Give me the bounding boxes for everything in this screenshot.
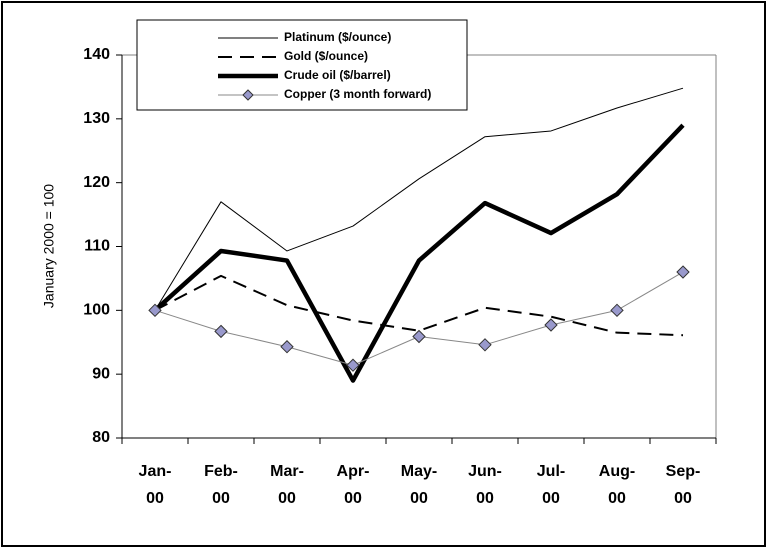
marker [148,303,162,318]
marker [280,340,294,354]
x-tick-label: Jul-00 [536,463,566,507]
x-tick-label: May-00 [400,463,438,507]
x-tick-label-box: Aug-00 [598,463,636,507]
series-line [154,274,684,337]
legend-label: Platinum ($/ounce) [284,30,391,44]
legend-marker [242,89,254,101]
x-tick-label: Apr-00 [336,463,370,507]
legend-label: Crude oil ($/barrel) [284,68,391,82]
marker [346,358,360,372]
y-tick-label: 120 [83,174,110,191]
x-tick-label-box: Feb-00 [204,463,238,507]
marker [610,303,624,318]
legend-label: Gold ($/ounce) [284,49,368,63]
marker [544,318,558,332]
y-tick-label: 130 [83,110,110,127]
x-tick-label-box: Jun-00 [468,463,502,507]
x-tick-label-box: Apr-00 [336,463,370,507]
marker [676,265,690,279]
series-line [153,123,685,383]
x-tick-label-box: Jan-00 [138,463,172,507]
marker [412,329,426,344]
marker [478,338,492,352]
x-tick-label: Aug-00 [598,463,636,507]
legend-label: Copper (3 month forward) [284,87,431,101]
y-tick-label: 140 [83,46,110,63]
x-tick-label: Jun-00 [468,463,502,507]
x-tick-label: Sep-00 [665,463,701,507]
x-tick-label: Jan-00 [138,463,172,507]
marker [214,324,228,339]
y-tick-label: 110 [84,238,110,255]
x-tick-label: Mar-00 [270,463,304,507]
legend-box [136,19,468,111]
y-axis-label: January 2000 = 100 [41,184,57,308]
series-line [154,87,684,311]
x-tick-label-box: Sep-00 [665,463,701,507]
y-tick-label: 80 [92,429,110,446]
x-tick-label-box: May-00 [400,463,438,507]
x-tick-label: Feb-00 [204,463,238,507]
y-tick-label: 90 [92,365,110,382]
x-tick-label-box: Mar-00 [270,463,304,507]
y-tick-label: 100 [83,302,110,319]
x-tick-label-box: Jul-00 [536,463,566,507]
